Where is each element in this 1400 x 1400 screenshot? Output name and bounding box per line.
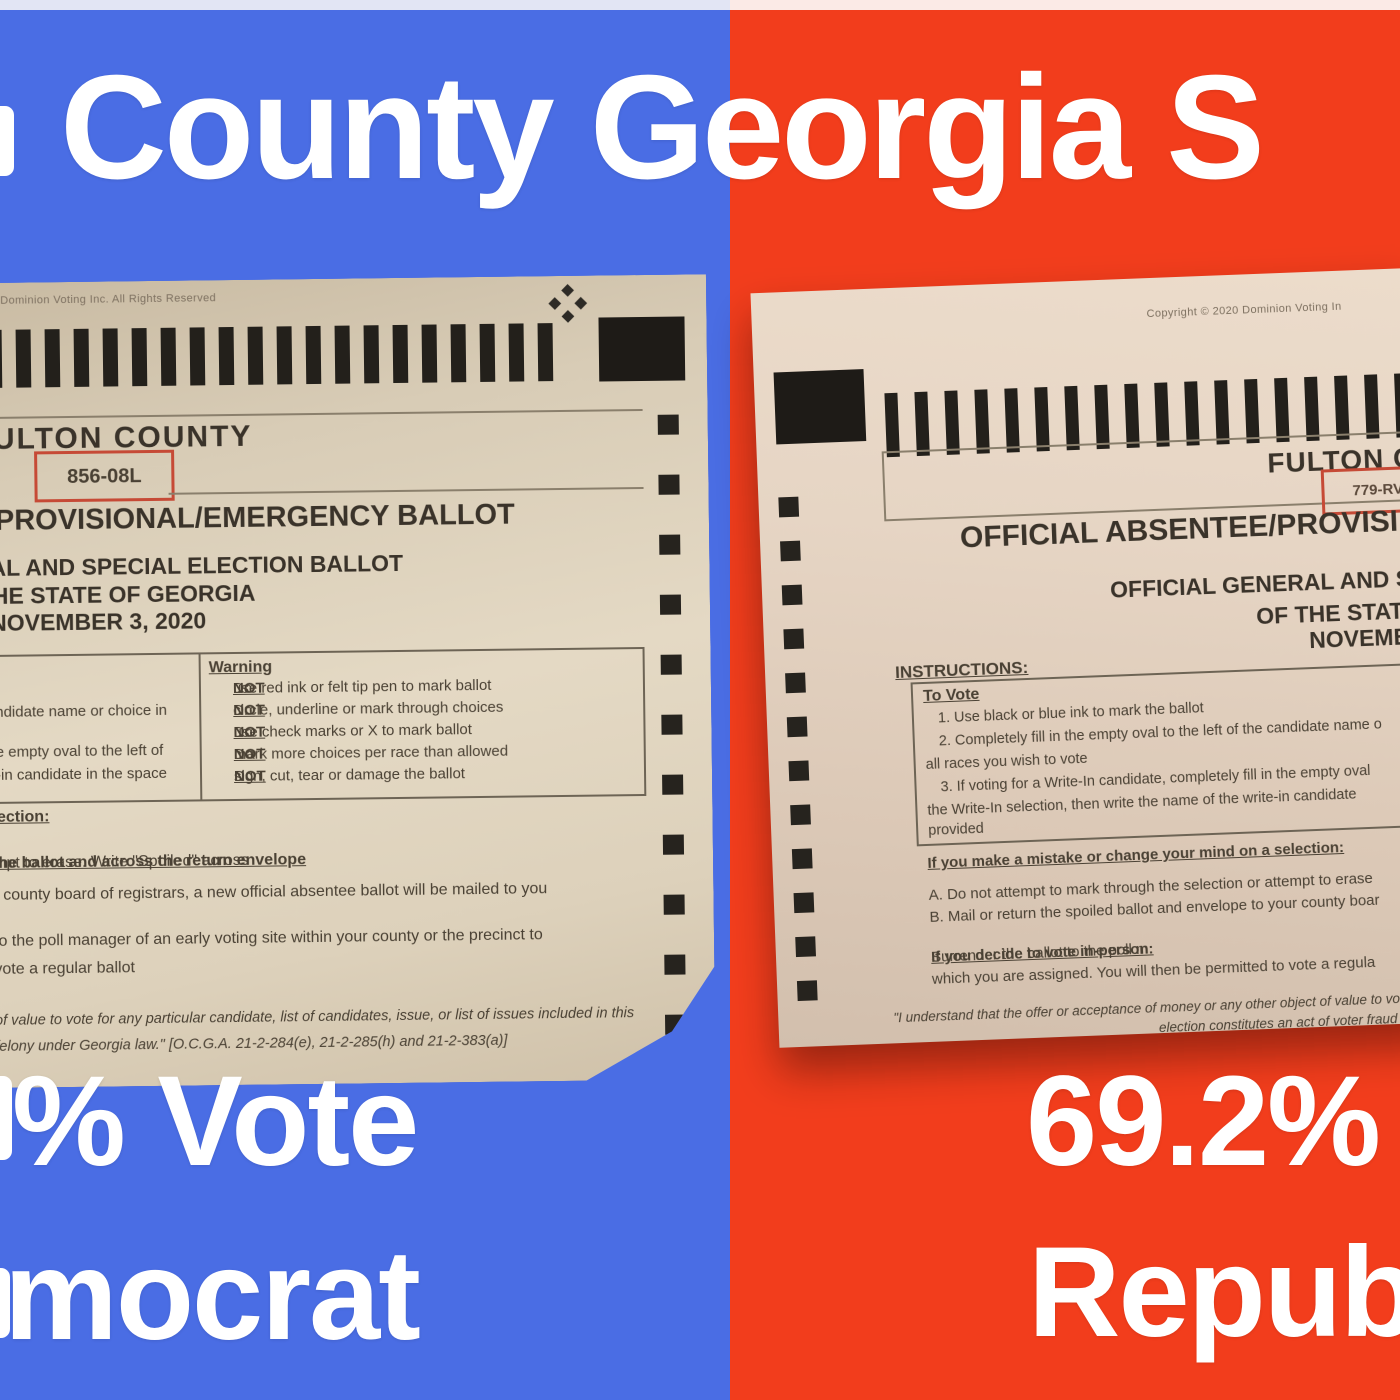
ballot-copyright: 0 Dominion Voting Inc. All Rights Reserv…: [0, 292, 217, 307]
header-rule-bottom: [169, 487, 644, 495]
instruction-fragment-2: e empty oval to the left of: [0, 741, 164, 761]
ballot-subheading-3: NOVEMBER 3, 2020: [0, 607, 207, 636]
ballot-code-box: 856-08L: [34, 450, 175, 503]
timing-block-square: [773, 369, 867, 445]
top-edge-strip-right: [730, 0, 1400, 10]
timing-marks-top: [0, 323, 553, 388]
ballot-subheading-3: NOVEMBE: [1308, 622, 1400, 654]
regular-ballot-line: vote a regular ballot: [0, 959, 136, 978]
ballot-copyright: Copyright © 2020 Dominion Voting In: [1146, 300, 1342, 321]
ballot-subheading-1: AL AND SPECIAL ELECTION BALLOT: [0, 549, 404, 581]
timing-marks-left-column: [778, 496, 818, 1002]
instruction-fragment-1: ndidate name or choice in: [0, 701, 168, 721]
mailed-ballot-line: r county board of registrars, a new offi…: [0, 880, 548, 904]
warning-title: Warning: [208, 658, 273, 677]
timing-block-square: [598, 316, 685, 381]
to-vote-item-3-wrap2: provided: [927, 820, 985, 839]
to-vote-box: To Vote 1. Use black or blue ink to mark…: [910, 662, 1400, 847]
clipped-letter-fragment: [0, 106, 14, 176]
mistake-heading: If you make a mistake or change your min…: [927, 838, 1345, 872]
warning-box: ndidate name or choice in e empty oval t…: [0, 647, 646, 804]
top-edge-strip-left: [0, 0, 730, 10]
left-stat-percent: % Vote: [12, 1050, 419, 1193]
right-stat-percent: 69.2%: [1026, 1050, 1381, 1193]
legal-line-1: of value to vote for any particular cand…: [0, 1005, 635, 1029]
to-vote-item-1: 1. Use black or blue ink to mark the bal…: [937, 700, 1205, 727]
democrat-ballot-photo: 0 Dominion Voting Inc. All Rights Reserv…: [0, 274, 716, 1088]
ballot-subheading-1: OFFICIAL GENERAL AND SP: [1109, 564, 1400, 603]
poll-manager-line: to the poll manager of an early voting s…: [0, 926, 543, 950]
headline-title: County Georgia S: [60, 45, 1265, 210]
ballot-heading: PROVISIONAL/EMERGENCY BALLOT: [0, 498, 515, 537]
header-rule-top: [0, 409, 643, 419]
to-vote-title: To Vote: [922, 685, 980, 706]
left-stat-party: mocrat: [4, 1224, 421, 1367]
ballot-code: 856-08L: [66, 465, 142, 489]
ballot-code: 779-RV: [1352, 480, 1400, 500]
to-vote-item-2-wrap: all races you wish to vote: [925, 750, 1088, 773]
right-stat-party: Repub: [1028, 1221, 1400, 1364]
registration-mark-icon: [550, 286, 586, 322]
clipped-letter-fragment: [0, 1268, 10, 1338]
selection-heading-fragment: lection:: [0, 808, 50, 826]
instruction-fragment-3: -in candidate in the space: [0, 764, 168, 784]
warning-box-divider: [199, 654, 203, 799]
ballot-subheading-2: HE STATE OF GEORGIA: [0, 579, 256, 609]
timing-marks-right-column: [658, 415, 687, 1035]
republican-ballot-photo: Copyright © 2020 Dominion Voting In FULT…: [750, 268, 1400, 1048]
clipped-digit-fragment: [0, 1076, 12, 1160]
